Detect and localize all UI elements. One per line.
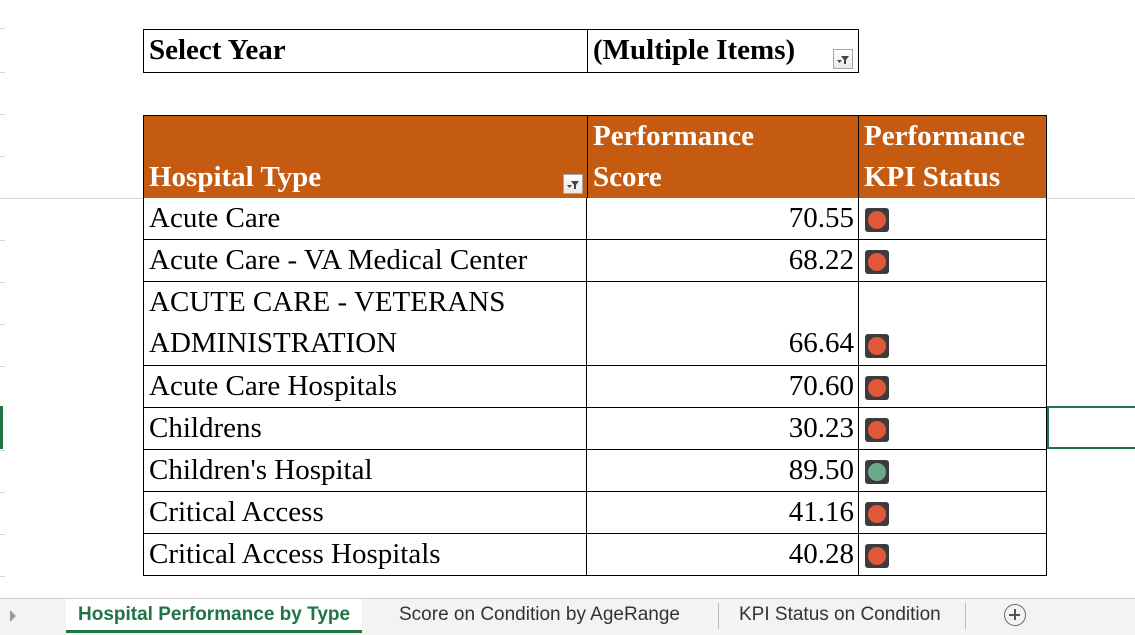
filter-dropdown-icon xyxy=(567,181,579,189)
row-marker xyxy=(0,114,5,115)
header-performance-score[interactable]: Performance Score xyxy=(588,115,859,198)
kpi-status-cell[interactable] xyxy=(859,408,1047,450)
header-kpi-line2: KPI Status xyxy=(864,161,1001,193)
status-red-icon xyxy=(865,250,889,274)
hospital-type-cell[interactable]: Critical Access xyxy=(143,492,587,534)
kpi-status-cell[interactable] xyxy=(859,366,1047,408)
hospital-type-cell[interactable]: Childrens xyxy=(143,408,587,450)
header-kpi-status[interactable]: Performance KPI Status xyxy=(859,115,1047,198)
worksheet-grid[interactable]: Select Year (Multiple Items) Hospital Ty… xyxy=(0,0,1135,598)
report-filter-value-text: (Multiple Items) xyxy=(593,34,796,66)
status-red-icon xyxy=(865,418,889,442)
hospital-type-cell[interactable]: Acute Care - VA Medical Center xyxy=(143,240,587,282)
hospital-type-cell[interactable]: Acute Care xyxy=(143,198,587,240)
hospital-type-cell[interactable]: ACUTE CARE - VETERANS ADMINISTRATION xyxy=(143,282,587,366)
performance-score-cell[interactable]: 68.22 xyxy=(587,240,859,282)
selected-cell[interactable] xyxy=(1047,406,1135,449)
gridline xyxy=(1047,198,1135,199)
performance-score-cell[interactable]: 30.23 xyxy=(587,408,859,450)
hospital-type-cell[interactable]: Children's Hospital xyxy=(143,450,587,492)
tab-score-on-condition-by-agerange[interactable]: Score on Condition by AgeRange xyxy=(399,604,680,625)
row-marker xyxy=(0,156,5,157)
kpi-status-cell[interactable] xyxy=(859,534,1047,576)
performance-score-cell[interactable]: 41.16 xyxy=(587,492,859,534)
row-marker xyxy=(0,240,5,241)
report-filter-label: Select Year xyxy=(143,29,588,73)
performance-score-cell[interactable]: 40.28 xyxy=(587,534,859,576)
status-red-icon xyxy=(865,502,889,526)
status-red-icon xyxy=(865,376,889,400)
header-hospital-type[interactable]: Hospital Type xyxy=(143,115,588,198)
performance-score-cell[interactable]: 70.55 xyxy=(587,198,859,240)
row-marker xyxy=(0,28,5,29)
performance-score-cell[interactable]: 70.60 xyxy=(587,366,859,408)
tab-separator xyxy=(718,603,719,629)
row-marker xyxy=(0,534,5,535)
hospital-type-cell[interactable]: Acute Care Hospitals xyxy=(143,366,587,408)
performance-score-cell[interactable]: 66.64 xyxy=(587,282,859,366)
hospital-type-line2: ADMINISTRATION xyxy=(149,327,398,359)
active-row-indicator xyxy=(0,406,3,449)
kpi-status-cell[interactable] xyxy=(859,492,1047,534)
kpi-status-cell[interactable] xyxy=(859,198,1047,240)
row-marker xyxy=(0,72,5,73)
header-hospital-type-label: Hospital Type xyxy=(149,161,322,193)
tab-hospital-performance-by-type[interactable]: Hospital Performance by Type xyxy=(66,599,363,633)
row-marker xyxy=(0,492,5,493)
header-score-line2: Score xyxy=(593,161,662,193)
add-sheet-icon[interactable] xyxy=(1004,604,1026,626)
row-marker xyxy=(0,366,5,367)
status-red-icon xyxy=(865,208,889,232)
hospital-type-filter-dropdown[interactable] xyxy=(563,174,583,194)
sheet-tab-bar: Hospital Performance by Type Score on Co… xyxy=(0,598,1135,635)
kpi-status-cell[interactable] xyxy=(859,450,1047,492)
status-red-icon xyxy=(865,544,889,568)
tab-kpi-status-on-condition[interactable]: KPI Status on Condition xyxy=(739,604,941,625)
status-red-icon xyxy=(865,334,889,358)
kpi-status-cell[interactable] xyxy=(859,282,1047,366)
report-filter-value[interactable]: (Multiple Items) xyxy=(587,29,859,73)
hospital-type-line1: ACUTE CARE - VETERANS xyxy=(149,286,506,318)
gridline xyxy=(0,198,143,199)
hospital-type-cell[interactable]: Critical Access Hospitals xyxy=(143,534,587,576)
filter-dropdown-icon xyxy=(837,56,849,64)
header-kpi-line1: Performance xyxy=(864,120,1026,152)
performance-score-cell[interactable]: 89.50 xyxy=(587,450,859,492)
row-marker xyxy=(0,576,5,577)
year-filter-dropdown[interactable] xyxy=(833,49,853,69)
kpi-status-cell[interactable] xyxy=(859,240,1047,282)
scroll-tabs-right-icon[interactable] xyxy=(10,610,16,622)
row-marker xyxy=(0,324,5,325)
row-marker xyxy=(0,282,5,283)
tab-separator xyxy=(965,603,966,629)
header-score-line1: Performance xyxy=(593,120,755,152)
status-green-icon xyxy=(865,460,889,484)
row-marker xyxy=(0,450,5,451)
